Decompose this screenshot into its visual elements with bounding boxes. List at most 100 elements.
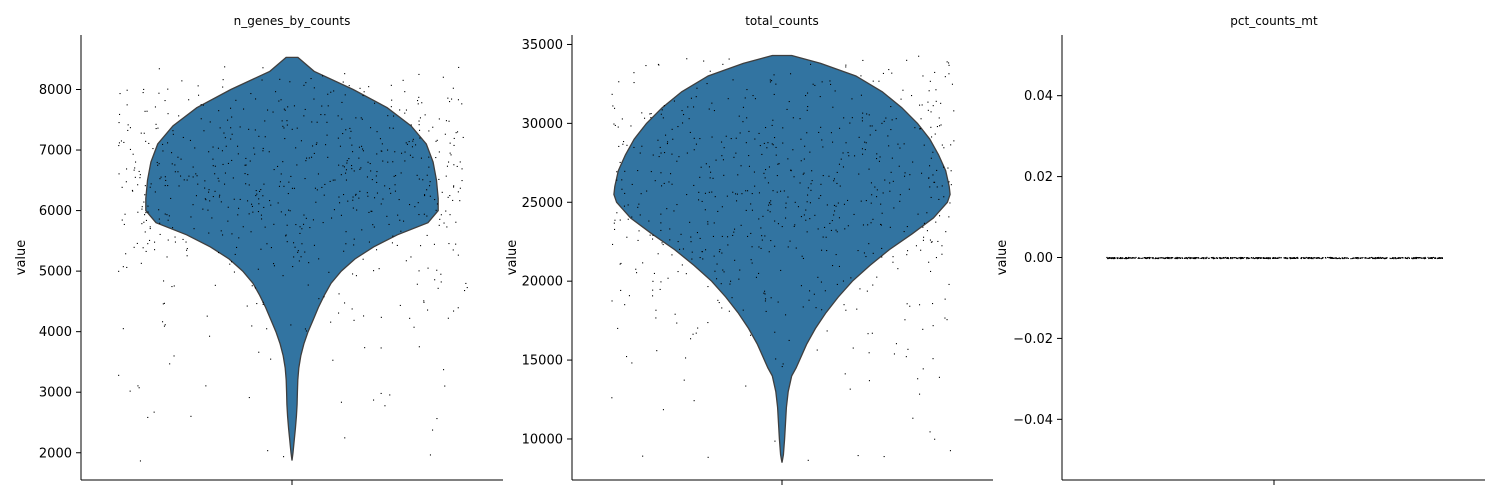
data-point (133, 246, 135, 248)
data-point (838, 265, 840, 267)
data-point (868, 168, 870, 170)
data-point (361, 145, 363, 147)
data-point (946, 61, 948, 63)
data-point (147, 211, 149, 213)
data-point (139, 177, 141, 179)
data-point (212, 165, 214, 167)
data-point (1382, 257, 1384, 259)
data-point (1441, 257, 1443, 259)
data-point (649, 234, 651, 236)
data-point (778, 163, 780, 165)
data-point (290, 175, 292, 177)
data-point (464, 290, 466, 292)
data-point (921, 172, 923, 174)
data-point (284, 109, 286, 111)
data-point (941, 253, 943, 255)
data-point (1369, 257, 1371, 259)
data-point (701, 251, 703, 253)
data-point (745, 142, 747, 144)
data-point (318, 258, 320, 260)
data-point (280, 99, 282, 101)
data-point (751, 262, 753, 264)
data-point (417, 202, 419, 204)
data-point (857, 250, 859, 252)
data-point (695, 96, 697, 98)
data-point (660, 113, 662, 115)
data-point (428, 166, 430, 168)
data-point (144, 194, 146, 196)
data-point (303, 115, 305, 117)
data-point (683, 114, 685, 116)
data-point (1280, 257, 1282, 259)
data-point (1190, 257, 1192, 259)
data-point (453, 185, 455, 187)
data-point (1197, 257, 1199, 259)
data-point (353, 238, 355, 240)
data-point (408, 141, 410, 143)
data-point (283, 456, 285, 458)
data-point (868, 352, 870, 354)
data-point (861, 148, 863, 150)
data-point (280, 173, 282, 175)
data-point (368, 86, 370, 88)
data-point (231, 233, 233, 235)
data-point (123, 141, 125, 143)
data-point (229, 263, 231, 265)
data-point (1293, 257, 1295, 259)
data-point (1279, 257, 1281, 259)
data-point (699, 257, 701, 259)
data-point (129, 127, 131, 129)
data-point (707, 223, 709, 225)
data-point (932, 151, 934, 153)
data-point (193, 228, 195, 230)
data-point (782, 363, 784, 365)
data-point (1274, 257, 1276, 259)
data-point (807, 194, 809, 196)
data-point (898, 165, 900, 167)
data-point (1256, 257, 1258, 259)
data-point (806, 109, 808, 111)
data-point (126, 89, 128, 91)
data-point (453, 144, 455, 146)
data-point (714, 196, 716, 198)
data-point (879, 156, 881, 158)
data-point (1246, 258, 1248, 260)
data-point (147, 416, 149, 418)
data-point (315, 201, 317, 203)
data-point (164, 324, 166, 326)
data-point (256, 303, 258, 305)
data-point (820, 126, 822, 128)
data-point (671, 128, 673, 130)
data-point (949, 202, 951, 204)
data-point (220, 230, 222, 232)
data-point (1438, 257, 1440, 259)
data-point (135, 161, 137, 163)
data-point (786, 108, 788, 110)
data-point (296, 127, 298, 129)
data-point (832, 265, 834, 267)
data-point (1289, 257, 1291, 259)
data-point (768, 204, 770, 206)
data-point (652, 234, 654, 236)
data-point (310, 78, 312, 80)
panel-title: n_genes_by_counts (234, 14, 351, 28)
data-point (359, 190, 361, 192)
data-point (944, 317, 946, 319)
data-point (953, 110, 955, 112)
data-point (1383, 257, 1385, 259)
data-point (294, 246, 296, 248)
data-point (429, 185, 431, 187)
data-point (254, 287, 256, 289)
data-point (263, 206, 265, 208)
data-point (313, 98, 315, 100)
data-point (758, 272, 760, 274)
y-tick-label: 6000 (39, 204, 72, 219)
data-point (735, 193, 737, 195)
data-point (1285, 257, 1287, 259)
data-point (847, 199, 849, 201)
data-point (358, 197, 360, 199)
data-point (922, 368, 924, 370)
data-point (935, 89, 937, 91)
data-point (721, 141, 723, 143)
data-point (1208, 257, 1210, 259)
